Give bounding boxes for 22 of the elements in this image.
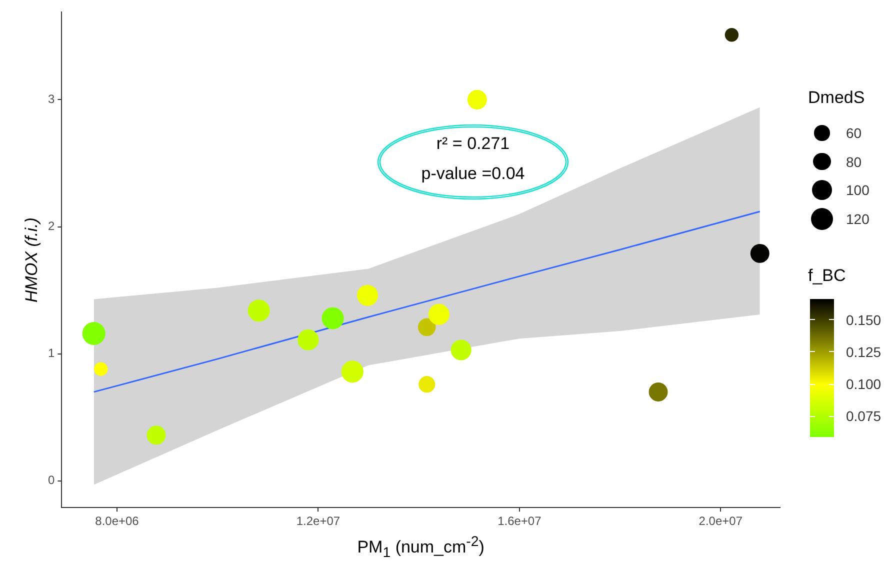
y-tick-label: 0 <box>48 473 55 488</box>
y-tick-label: 3 <box>48 92 55 106</box>
color-bar-label: 0.075 <box>846 408 882 424</box>
color-bar-label: 0.150 <box>846 312 882 328</box>
legend-label: 60 <box>846 125 862 141</box>
x-axis-title: PM$_{1}$ (num_cm$^{-2}$) <box>357 534 484 561</box>
y-tick-label: 2 <box>48 219 55 234</box>
x-tick-label: 2.0e+07 <box>698 514 743 528</box>
legend-label: 100 <box>846 182 870 198</box>
annotation: r² = 0.271 <box>436 134 510 154</box>
legend-label: 80 <box>846 154 862 170</box>
color-bar-title: f_BC <box>808 266 846 286</box>
annotation: p-value =0.04 <box>421 164 525 184</box>
x-tick-label: 8.0e+06 <box>95 514 140 528</box>
y-tick-label: 1 <box>48 346 55 360</box>
y-axis-title: HMOX (f.i.) <box>22 217 42 302</box>
legend-title: DmedS <box>808 88 865 108</box>
x-tick-label: 1.2e+07 <box>296 514 340 528</box>
color-bar-label: 0.125 <box>846 344 882 360</box>
x-tick-label: 1.6e+07 <box>498 514 542 528</box>
color-bar-label: 0.100 <box>846 376 882 392</box>
legend-label: 120 <box>846 210 870 226</box>
